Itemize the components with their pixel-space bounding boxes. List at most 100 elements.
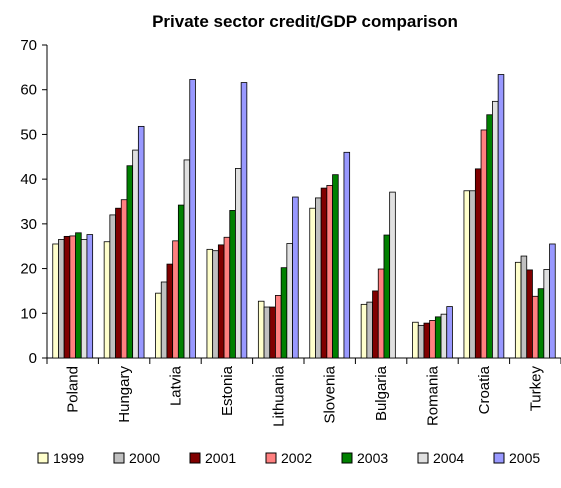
- bar-bulgaria-2003: [384, 235, 390, 358]
- x-category-label: Lithuania: [270, 365, 287, 427]
- y-tick-label: 60: [20, 82, 37, 99]
- x-category-label: Latvia: [168, 365, 185, 406]
- x-category-label: Romania: [425, 365, 442, 426]
- bar-lithuania-2003: [281, 268, 287, 358]
- bars: [53, 75, 556, 358]
- bar-latvia-2000: [161, 282, 167, 358]
- bar-turkey-1999: [515, 262, 521, 358]
- x-category-label: Hungary: [116, 366, 133, 423]
- bar-romania-2003: [435, 317, 441, 358]
- bar-latvia-2005: [190, 79, 196, 358]
- y-tick-label: 40: [20, 171, 37, 188]
- bar-hungary-2005: [138, 126, 144, 358]
- bar-romania-2002: [430, 320, 436, 358]
- bar-latvia-1999: [156, 293, 162, 358]
- bar-turkey-2003: [538, 289, 544, 358]
- bar-romania-2004: [441, 314, 447, 358]
- bar-estonia-2003: [230, 210, 236, 358]
- x-category-label: Poland: [65, 366, 82, 413]
- bar-estonia-2004: [235, 168, 241, 358]
- bar-slovenia-2002: [327, 185, 333, 358]
- bar-lithuania-1999: [258, 301, 264, 358]
- bar-poland-2005: [87, 235, 93, 358]
- bar-poland-2000: [58, 240, 64, 358]
- legend-label-2005: 2005: [509, 450, 540, 466]
- bar-romania-2005: [447, 307, 453, 358]
- y-tick-label: 10: [20, 305, 37, 322]
- bar-hungary-2003: [127, 166, 133, 358]
- y-tick-label: 0: [29, 350, 37, 367]
- x-category-label: Slovenia: [322, 365, 339, 423]
- legend: 1999 2000 2001 2002 2003 2004 2005: [38, 450, 540, 466]
- x-category-label: Croatia: [476, 365, 493, 414]
- x-category-label: Estonia: [219, 365, 236, 416]
- bar-hungary-2004: [133, 150, 139, 358]
- chart-title: Private sector credit/GDP comparison: [152, 12, 458, 31]
- bar-lithuania-2002: [275, 295, 281, 358]
- bar-latvia-2004: [184, 160, 190, 358]
- legend-swatch-2003: [342, 453, 352, 463]
- bar-latvia-2002: [173, 241, 179, 358]
- bar-poland-1999: [53, 244, 59, 358]
- bar-lithuania-2000: [264, 307, 270, 358]
- bar-croatia-2001: [475, 169, 481, 358]
- bar-turkey-2005: [550, 244, 556, 358]
- y-tick-label: 20: [20, 261, 37, 278]
- bar-latvia-2003: [178, 205, 184, 358]
- bar-slovenia-2000: [315, 198, 321, 358]
- bar-lithuania-2001: [270, 307, 276, 358]
- legend-label-2003: 2003: [357, 450, 388, 466]
- bar-poland-2002: [70, 236, 76, 358]
- bar-bulgaria-2004: [390, 192, 396, 358]
- bar-latvia-2001: [167, 264, 173, 358]
- bar-hungary-2002: [121, 200, 127, 358]
- bar-hungary-2001: [116, 208, 122, 358]
- bar-slovenia-2005: [344, 152, 350, 358]
- legend-label-1999: 1999: [53, 450, 84, 466]
- y-tick-label: 70: [20, 37, 37, 54]
- bar-romania-2001: [424, 323, 430, 358]
- bar-hungary-2000: [110, 215, 116, 358]
- legend-swatch-1999: [38, 453, 48, 463]
- legend-swatch-2001: [190, 453, 200, 463]
- bar-hungary-1999: [104, 242, 110, 358]
- legend-swatch-2000: [114, 453, 124, 463]
- bar-slovenia-1999: [310, 208, 316, 358]
- bar-croatia-2005: [498, 75, 504, 358]
- bar-estonia-2005: [241, 83, 247, 358]
- bar-estonia-2001: [218, 245, 224, 358]
- x-category-label: Turkey: [527, 366, 544, 412]
- bar-bulgaria-2001: [373, 291, 379, 358]
- bar-bulgaria-1999: [361, 304, 367, 358]
- bar-poland-2003: [76, 233, 82, 358]
- bar-turkey-2004: [544, 269, 550, 358]
- bar-slovenia-2003: [333, 175, 339, 358]
- bar-croatia-1999: [464, 191, 470, 358]
- bar-poland-2001: [64, 236, 70, 358]
- legend-label-2001: 2001: [205, 450, 236, 466]
- x-category-label: Bulgaria: [373, 365, 390, 421]
- bar-poland-2004: [81, 240, 87, 358]
- x-axis: Poland Hungary Latvia Estonia Lithuania Slove…: [47, 358, 561, 427]
- bar-lithuania-2004: [287, 244, 293, 358]
- bar-romania-1999: [413, 322, 419, 358]
- bar-turkey-2000: [521, 256, 527, 358]
- bar-bulgaria-2002: [378, 269, 384, 358]
- bar-estonia-2002: [224, 237, 230, 358]
- bar-romania-2000: [418, 325, 424, 358]
- bar-croatia-2003: [487, 115, 493, 358]
- bar-turkey-2001: [527, 270, 533, 358]
- legend-swatch-2002: [266, 453, 276, 463]
- bar-turkey-2002: [532, 296, 538, 358]
- y-tick-label: 30: [20, 216, 37, 233]
- legend-swatch-2004: [418, 453, 428, 463]
- bar-estonia-2000: [213, 251, 219, 358]
- bar-bulgaria-2000: [367, 302, 373, 358]
- bar-lithuania-2005: [293, 197, 299, 358]
- bar-estonia-1999: [207, 249, 213, 358]
- y-axis: 0 10 20 30 40 50 60 70: [20, 37, 47, 367]
- bar-croatia-2000: [470, 191, 476, 358]
- legend-swatch-2005: [494, 453, 504, 463]
